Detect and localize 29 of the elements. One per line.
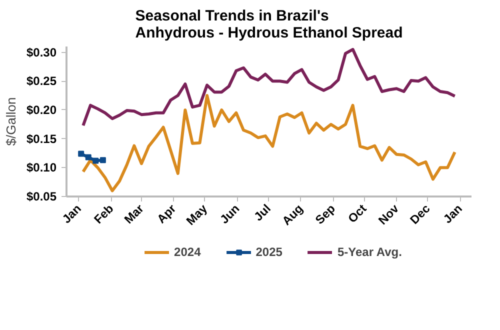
point — [92, 158, 99, 164]
chart-title: Seasonal Trends in Brazil's Anhydrous - Hydrous Ethanol Spread — [135, 8, 403, 42]
x-tick-label: Feb — [91, 202, 116, 227]
x-tick-label: Aug — [279, 202, 306, 228]
x-tick-label: Nov — [376, 201, 402, 228]
x-tick-label: Apr — [154, 201, 179, 226]
x-tick-label: Mar — [121, 201, 147, 227]
y-tick-label: $0.30 — [26, 45, 57, 60]
x-tick-label: Jun — [217, 202, 242, 227]
y-tick-label: $0.20 — [26, 102, 57, 117]
x-tick-label: Jan — [59, 202, 84, 226]
y-tick-label: $0.05 — [26, 190, 57, 204]
x-tick-label: Oct — [345, 202, 370, 226]
x-tick-label: Jan — [440, 202, 466, 226]
point — [85, 154, 92, 160]
legend-label: 2024 — [174, 245, 201, 259]
x-tick-label: Dec — [407, 201, 433, 228]
legend-label: 5-Year Avg. — [337, 245, 402, 259]
legend-label: 2025 — [256, 245, 282, 259]
point — [100, 157, 106, 164]
y-tick-label: $0.10 — [26, 160, 57, 175]
y-tick-label: $0.25 — [26, 74, 57, 88]
line-series — [82, 94, 456, 192]
y-axis-title: $/Gallon — [3, 97, 18, 146]
point — [78, 150, 84, 157]
x-tick-label: Jul — [251, 202, 274, 224]
line-series — [82, 48, 456, 128]
y-tick-label: $0.15 — [26, 132, 57, 146]
x-tick-label: Sep — [312, 202, 338, 228]
